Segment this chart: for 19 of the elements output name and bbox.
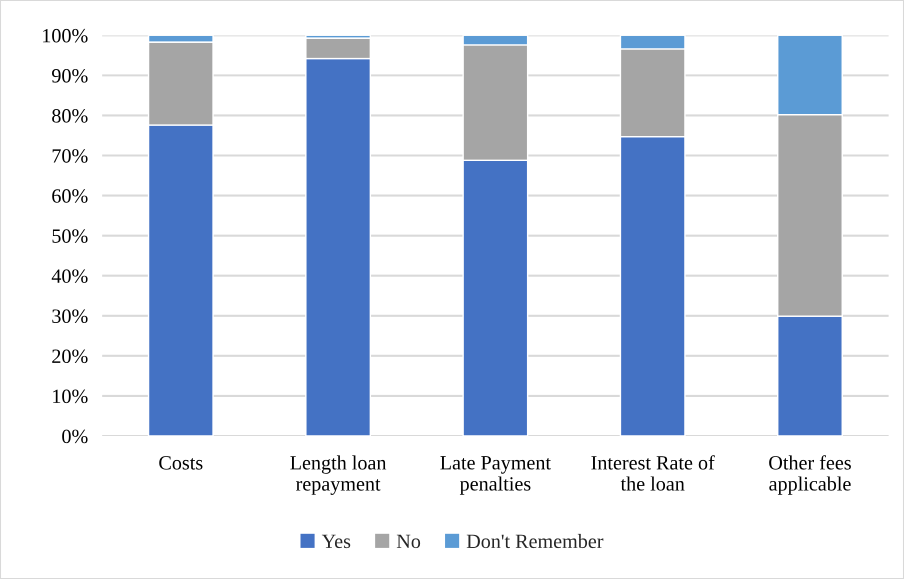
y-tick-label: 100% <box>43 28 88 43</box>
y-tick-label: 70% <box>52 149 88 163</box>
legend-label: Yes <box>322 534 350 548</box>
y-tick-label: 50% <box>52 229 88 243</box>
x-tick-label: Costs <box>159 456 202 470</box>
x-tick-label: Other fees applicable <box>769 455 851 495</box>
y-tick-label: 60% <box>52 189 88 203</box>
y-tick-label: 30% <box>52 309 88 324</box>
x-tick-label: Late Payment penalties <box>440 456 551 495</box>
y-tick-label: 20% <box>52 349 88 364</box>
y-tick-label: 40% <box>52 269 88 283</box>
x-tick-label: Length loan repayment <box>290 455 386 495</box>
legend-label: Don't Remember <box>466 534 604 548</box>
legend-label: No <box>396 534 420 548</box>
x-tick-label: Interest Rate of the loan <box>591 455 715 491</box>
y-tick-label: 0% <box>62 430 88 444</box>
y-tick-label: 80% <box>52 109 88 123</box>
y-tick-label: 90% <box>52 68 88 83</box>
y-tick-label: 10% <box>53 390 88 404</box>
